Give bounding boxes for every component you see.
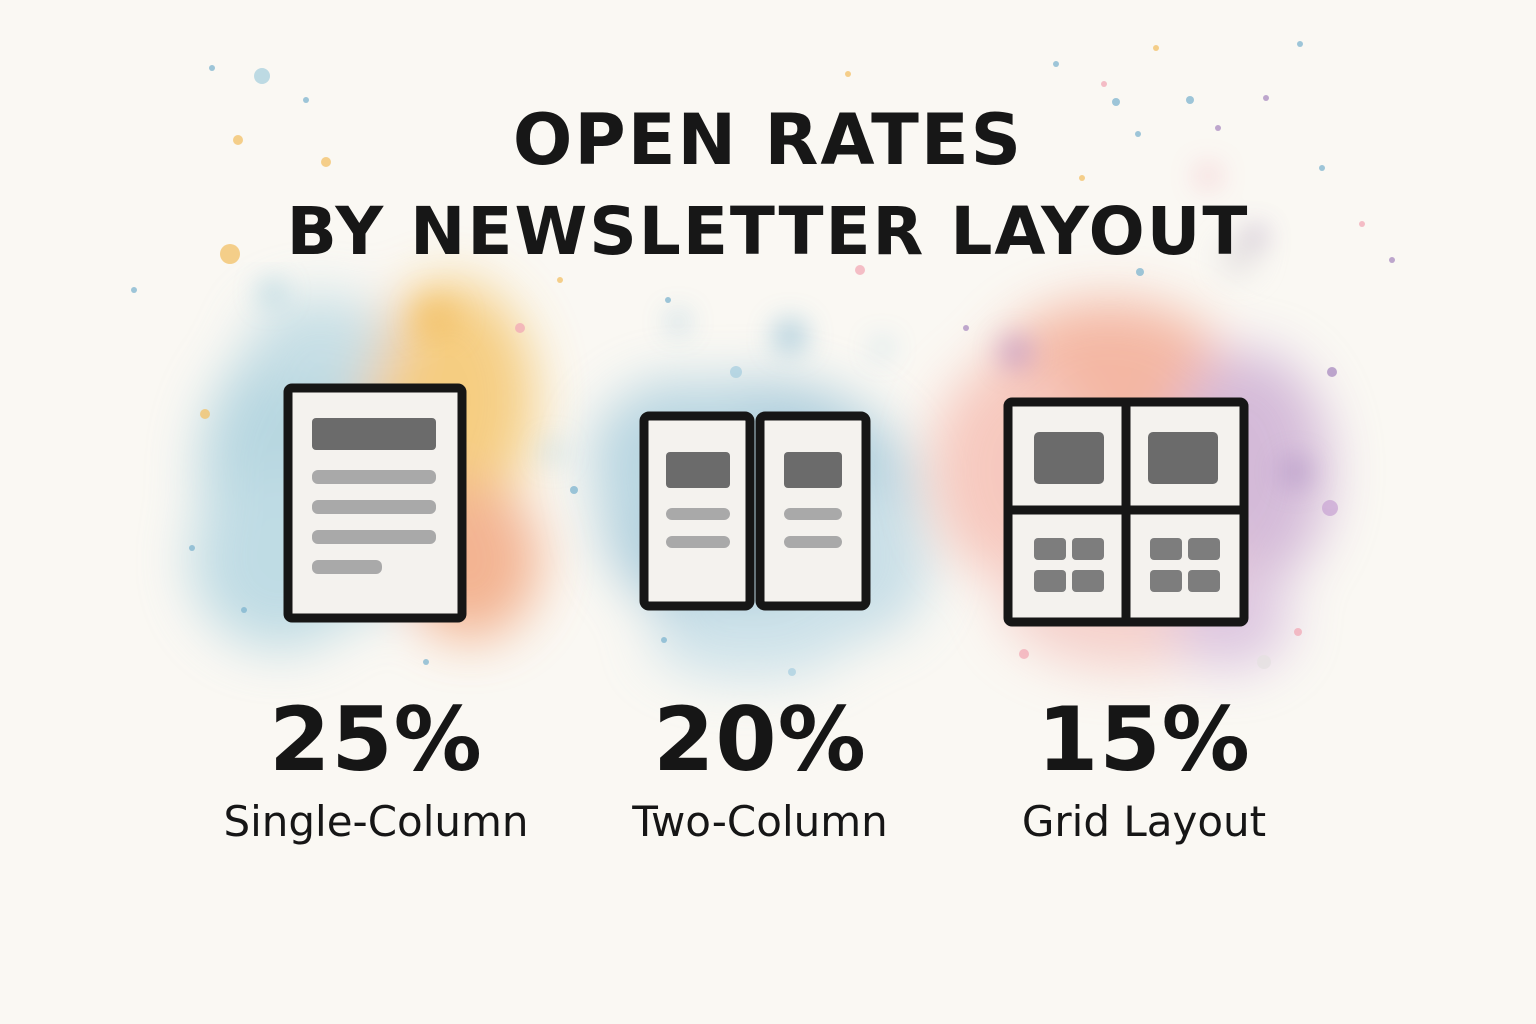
title-line-1: OPEN RATES: [512, 99, 1024, 181]
stat-label: Single-Column: [223, 797, 529, 846]
title-line-2: BY NEWSLETTER LAYOUT: [286, 193, 1250, 270]
stat-single-column: 25% Single-Column: [166, 690, 586, 850]
grid-layout-icon: [1003, 397, 1249, 627]
stat-value: 15%: [1037, 688, 1251, 791]
stat-label: Grid Layout: [1021, 797, 1267, 846]
stat-value: 25%: [269, 688, 483, 791]
stat-value: 20%: [653, 688, 867, 791]
single-column-layout-icon: [283, 383, 467, 623]
stat-label: Two-Column: [632, 797, 888, 846]
stat-grid-layout: 15% Grid Layout: [934, 690, 1354, 850]
two-column-layout-icon: [639, 411, 871, 611]
stat-two-column: 20% Two-Column: [550, 690, 970, 850]
paint-speckles: [131, 41, 1395, 676]
